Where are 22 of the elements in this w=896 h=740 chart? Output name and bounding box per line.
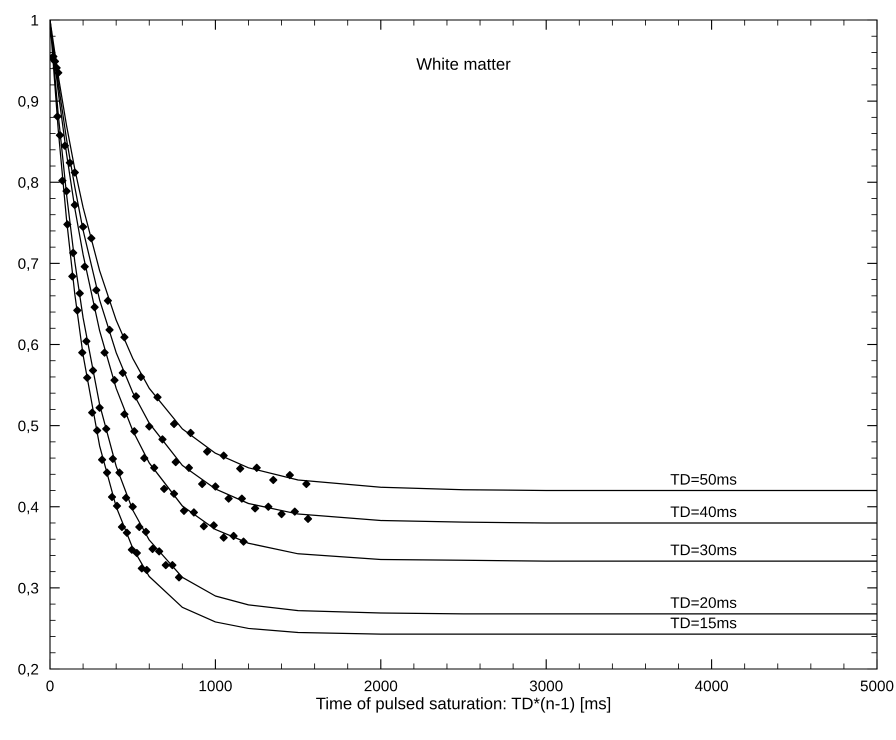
x-tick-label: 2000 <box>364 680 398 692</box>
y-tick-label: 1 <box>32 15 38 26</box>
series-label: TD=15ms <box>670 618 736 628</box>
x-tick-label: 3000 <box>530 680 563 692</box>
y-tick-label: 0,3 <box>18 582 38 596</box>
x-tick-label: 1000 <box>200 680 232 692</box>
x-axis-title: Time of pulsed saturation: TD*(n-1) [ms] <box>316 697 610 713</box>
y-tick-label: 0,9 <box>18 96 38 109</box>
y-tick-label: 0,8 <box>18 177 38 190</box>
x-tick-label: 4000 <box>694 680 728 692</box>
text: White matter <box>416 58 510 70</box>
x-tick-label: 5000 <box>860 680 894 692</box>
series-label: TD=20ms <box>670 597 736 608</box>
series-label: TD=30ms <box>670 544 736 556</box>
y-tick-label: 0,6 <box>18 339 38 352</box>
series-label: TD=40ms <box>670 506 736 518</box>
y-tick-label: 0,5 <box>18 420 38 434</box>
y-tick-label: 0,7 <box>18 258 38 271</box>
series-label: TD=50ms <box>670 474 736 485</box>
y-tick-label: 0,2 <box>18 664 38 676</box>
x-tick-label: 0 <box>46 680 54 692</box>
y-tick-label: 0,4 <box>18 502 38 514</box>
